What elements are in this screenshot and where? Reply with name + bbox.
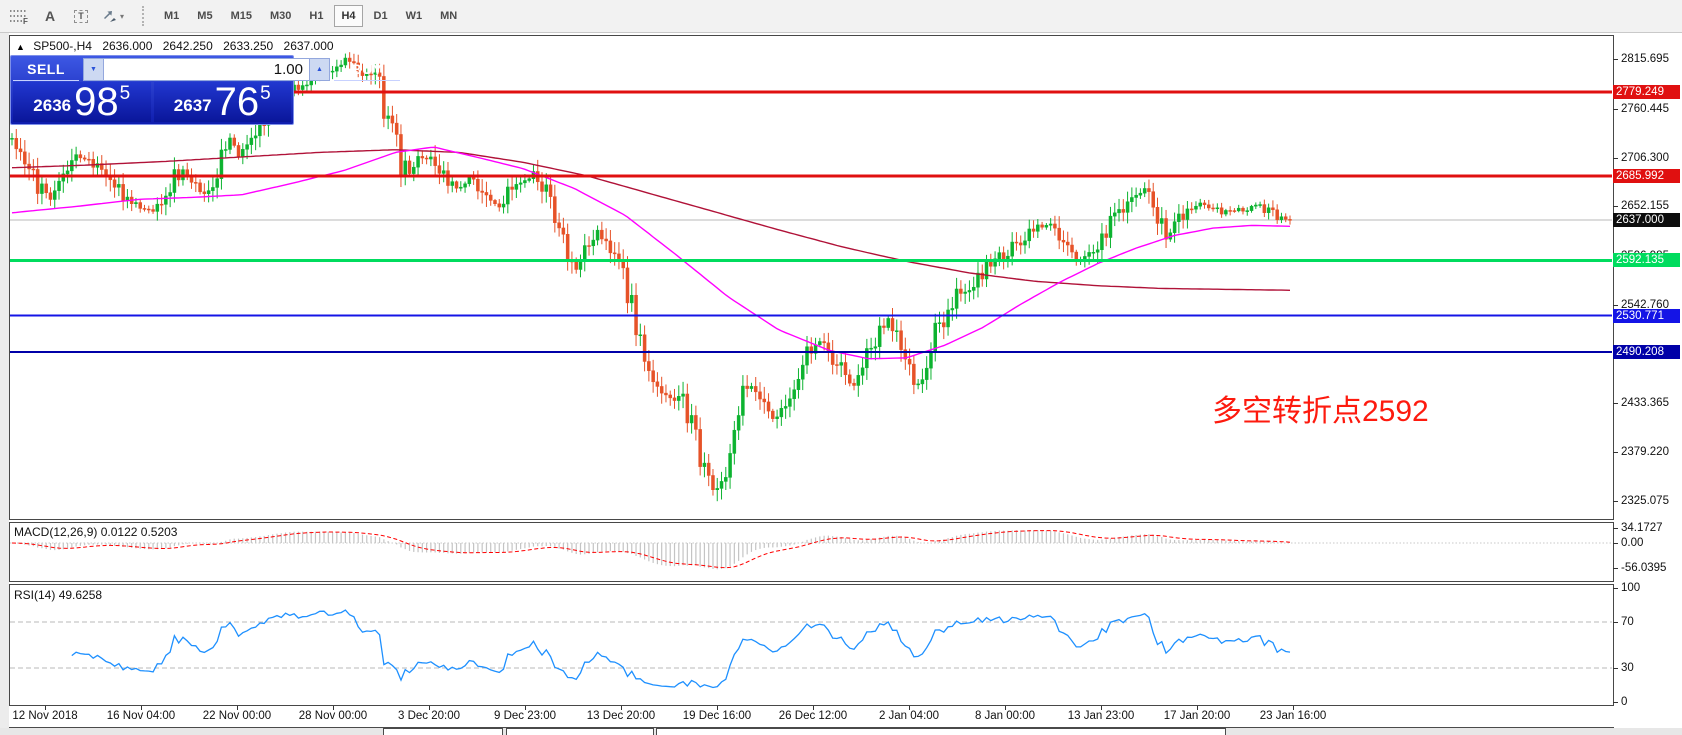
text-label-glyph: A: [44, 8, 56, 24]
buy-price-main: 76: [214, 80, 260, 124]
ma-fast-line: [11, 146, 1291, 360]
rsi-panel[interactable]: [9, 584, 1614, 706]
macd-signal-line: [11, 530, 1291, 569]
chart-tab[interactable]: [656, 728, 1226, 735]
sell-price-main: 98: [74, 80, 119, 124]
macd-value-main: 0.0122: [100, 525, 138, 539]
chevron-down-icon: ▼: [90, 66, 97, 73]
rsi-value: 49.6258: [58, 588, 103, 602]
timeframe-button-h4[interactable]: H4: [334, 5, 363, 27]
text-box-glyph: T: [74, 9, 88, 23]
annotation-text[interactable]: 多空转折点2592: [1212, 395, 1429, 428]
timeframe-button-m1[interactable]: M1: [157, 5, 186, 27]
macd-panel[interactable]: [9, 522, 1614, 582]
ohlc-high: 2642.250: [162, 39, 213, 53]
rsi-label: RSI(14) 49.6258: [14, 588, 103, 602]
chevron-up-icon: ▲: [316, 66, 323, 73]
buy-price[interactable]: 2637 76 5: [153, 80, 291, 124]
timeframe-button-m30[interactable]: M30: [263, 5, 298, 27]
chart-tab[interactable]: [383, 728, 503, 735]
buy-button[interactable]: BUY: [334, 58, 400, 81]
fibonacci-retracement-icon[interactable]: F: [7, 4, 31, 28]
timeframe-button-m15[interactable]: M15: [224, 5, 259, 27]
symbol-title: SP500-,H4: [33, 39, 92, 53]
volume-decrease-button[interactable]: ▼: [83, 58, 104, 81]
buy-price-pip: 5: [260, 83, 271, 104]
ohlc-low: 2633.250: [223, 39, 274, 53]
candles-group: [10, 52, 1292, 502]
timeframe-button-m5[interactable]: M5: [190, 5, 219, 27]
ohlc-open: 2636.000: [102, 39, 153, 53]
chart-header: ▲ SP500-,H4 2636.000 2642.250 2633.250 2…: [16, 39, 341, 53]
objects-arrows-icon[interactable]: ▾: [100, 4, 126, 28]
toolbar: F A T ▾ M1 M5 M15 M30 H1 H4 D1 W1 MN: [0, 0, 1682, 33]
svg-text:F: F: [23, 17, 28, 24]
ma-slow-line: [11, 149, 1291, 291]
volume-control: ▼ ▲: [83, 58, 330, 81]
toolbar-grip[interactable]: [142, 6, 146, 26]
sell-price-base: 2636: [33, 96, 72, 115]
hlines-group: [10, 90, 1612, 354]
rsi-line: [71, 609, 1291, 689]
text-label-icon[interactable]: A: [38, 4, 62, 28]
chart-tab[interactable]: [506, 728, 654, 735]
text-box-icon[interactable]: T: [69, 4, 93, 28]
dropdown-caret-icon: ▾: [120, 11, 125, 21]
timeframe-button-mn[interactable]: MN: [433, 5, 464, 27]
timeframe-button-w1[interactable]: W1: [399, 5, 430, 27]
bottom-strip: [0, 728, 1682, 735]
volume-increase-button[interactable]: ▲: [309, 58, 330, 81]
ohlc-close: 2637.000: [283, 39, 334, 53]
buy-price-base: 2637: [173, 96, 212, 115]
sell-price[interactable]: 2636 98 5: [13, 82, 151, 122]
volume-input[interactable]: [104, 58, 309, 81]
sell-button[interactable]: SELL: [13, 58, 79, 81]
sell-price-pip: 5: [119, 83, 131, 104]
timeframe-button-h1[interactable]: H1: [302, 5, 330, 27]
time-axis[interactable]: [9, 706, 1614, 728]
macd-label: MACD(12,26,9) 0.0122 0.5203: [14, 525, 178, 539]
collapse-arrow-icon[interactable]: ▲: [16, 42, 25, 52]
timeframe-group: M1 M5 M15 M30 H1 H4 D1 W1 MN: [155, 5, 466, 27]
macd-value-signal: 0.5203: [140, 525, 178, 539]
timeframe-button-d1[interactable]: D1: [367, 5, 395, 27]
